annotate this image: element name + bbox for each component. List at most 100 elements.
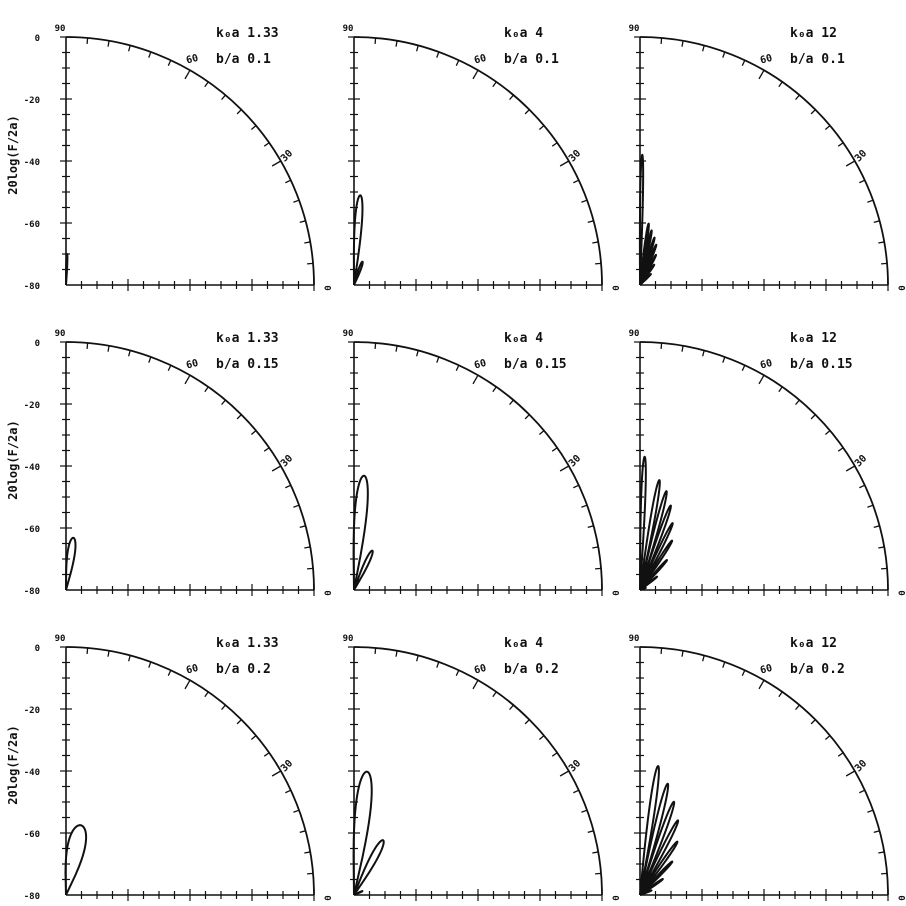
arc-tick <box>293 504 300 508</box>
arc-tick <box>285 789 292 794</box>
arc-tick <box>859 789 866 794</box>
arc-tick <box>660 647 663 654</box>
arc-tick <box>702 45 705 52</box>
arc-tick <box>148 356 152 363</box>
arc-tick <box>595 262 602 265</box>
arc-tick <box>524 109 530 115</box>
angle-label-60: 60 <box>185 663 199 677</box>
arc-tick <box>271 160 282 167</box>
arc-tick <box>881 872 888 875</box>
arc-tick <box>304 546 311 549</box>
pattern-lobe-1-8 <box>639 889 653 896</box>
panel-k-label: k₀a 4 <box>504 636 543 651</box>
pattern-lobe-1-6 <box>639 539 674 591</box>
arc-tick <box>559 465 570 472</box>
arc-tick <box>204 691 209 698</box>
pattern-lobe-1-1 <box>639 765 660 896</box>
angle-label-0: 0 <box>612 590 622 595</box>
arc-tick <box>538 735 545 740</box>
panel-ba-label: b/a 0.15 <box>216 357 279 372</box>
pattern-lobe-1-5 <box>639 840 679 896</box>
pattern-lobe-1-9 <box>639 586 647 591</box>
angle-label-0: 0 <box>612 285 622 290</box>
pattern-lobe-1-2 <box>353 839 385 896</box>
angle-label-90: 90 <box>343 329 354 339</box>
outer-arc <box>639 646 889 896</box>
arc-tick <box>167 59 172 66</box>
outer-arc <box>65 36 315 286</box>
panel-ba-label: b/a 0.1 <box>504 52 559 67</box>
arc-tick <box>524 719 530 725</box>
panel-k-label: k₀a 4 <box>504 26 543 41</box>
angle-label-60: 60 <box>473 358 487 372</box>
outer-arc <box>353 646 603 896</box>
arc-tick <box>592 241 599 244</box>
arc-tick <box>293 199 300 203</box>
pattern-lobe-1-3 <box>639 229 653 286</box>
arc-tick <box>250 430 257 435</box>
angle-label-90: 90 <box>629 329 640 339</box>
arc-tick <box>878 851 885 854</box>
arc-tick <box>795 399 800 406</box>
arc-tick <box>472 374 479 385</box>
ytick-label: -60 <box>24 525 40 535</box>
arc-tick <box>184 69 191 80</box>
pattern-lobe-1-2 <box>639 479 661 591</box>
arc-tick <box>573 789 580 794</box>
ytick-label: -20 <box>24 401 40 411</box>
ytick-label: 0 <box>35 339 40 349</box>
pattern-lobe-1-1 <box>639 455 647 591</box>
arc-tick <box>307 262 314 265</box>
angle-label-0: 0 <box>898 895 906 900</box>
arc-tick <box>263 752 270 757</box>
arc-tick <box>559 160 570 167</box>
row-3-ylabel: 20log(F/2a) <box>6 725 20 805</box>
arc-tick <box>374 647 377 654</box>
arc-tick <box>263 142 270 147</box>
pattern-lobe-1-5 <box>639 243 658 286</box>
arc-tick <box>416 45 419 52</box>
arc-tick <box>107 40 110 47</box>
arc-tick <box>263 447 270 452</box>
arc-tick <box>778 386 783 393</box>
arc-tick <box>741 59 746 66</box>
arc-tick <box>304 241 311 244</box>
outer-arc <box>639 341 889 591</box>
panel-k-label: k₀a 1.33 <box>216 331 279 346</box>
arc-tick <box>592 851 599 854</box>
arc-tick <box>559 770 570 777</box>
pattern-lobe-1-7 <box>639 559 668 591</box>
arc-tick <box>722 661 726 668</box>
arc-tick <box>741 364 746 371</box>
arc-tick <box>455 364 460 371</box>
angle-label-90: 90 <box>343 634 354 644</box>
arc-tick <box>299 220 306 223</box>
arc-tick <box>271 465 282 472</box>
arc-tick <box>778 81 783 88</box>
arc-tick <box>86 37 89 44</box>
arc-tick <box>595 567 602 570</box>
arc-tick <box>374 37 377 44</box>
arc-tick <box>881 262 888 265</box>
arc-tick <box>472 69 479 80</box>
arc-tick <box>660 37 663 44</box>
row-1-ylabel: 20log(F/2a) <box>6 115 20 195</box>
arc-tick <box>581 199 588 203</box>
pattern-lobe-1-1 <box>352 474 369 591</box>
ytick-label: -80 <box>24 282 40 292</box>
arc-tick <box>824 125 831 130</box>
arc-tick <box>824 735 831 740</box>
pattern-lobe-1-2 <box>353 549 374 591</box>
pattern-lobe-1-8 <box>639 575 659 591</box>
pattern-lobe-1-8 <box>639 273 652 286</box>
arc-tick <box>492 81 497 88</box>
arc-tick <box>436 356 440 363</box>
arc-tick <box>867 504 874 508</box>
arc-tick <box>86 342 89 349</box>
angle-label-90: 90 <box>55 24 66 34</box>
